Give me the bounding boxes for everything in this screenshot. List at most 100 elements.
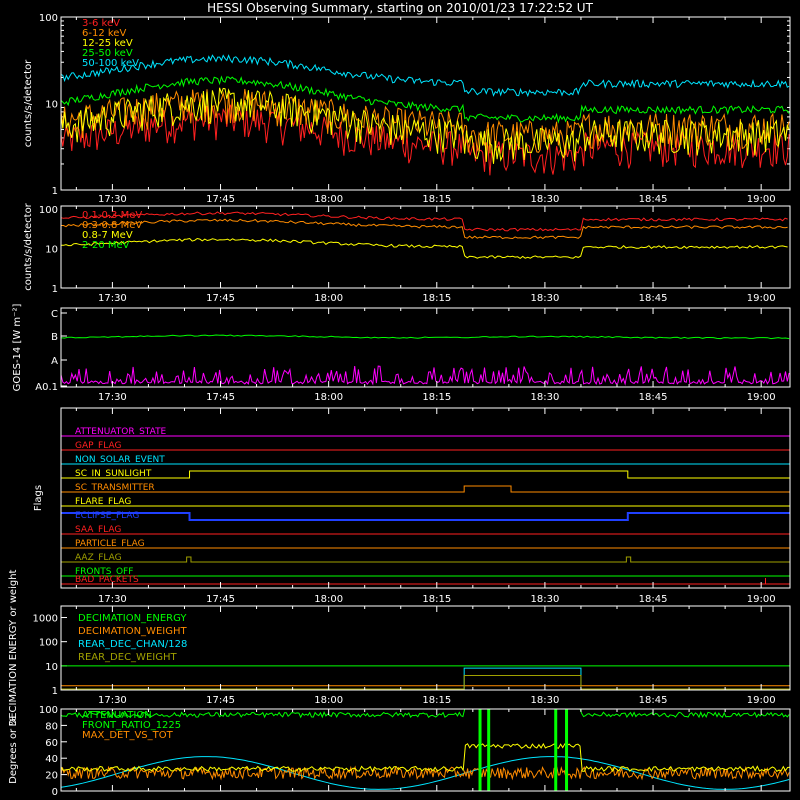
panel-frame xyxy=(60,407,791,589)
series-line-3-6-keV xyxy=(60,104,790,176)
legend-entry: MAX_DET_VS_TOT xyxy=(82,730,174,741)
time-tick-label: 17:30 xyxy=(98,293,127,304)
time-tick-label: 18:45 xyxy=(639,594,668,605)
flag-label: AAZ_FLAG xyxy=(75,553,122,563)
legend-entry: 12-25 keV xyxy=(82,38,133,49)
time-tick-label: 18:15 xyxy=(422,695,451,706)
legend-entry: DECIMATION_ENERGY xyxy=(78,613,187,624)
panel-frame xyxy=(60,605,791,691)
flag-line xyxy=(61,512,790,521)
time-tick-label: 18:45 xyxy=(639,695,668,706)
y-tick-label: 10 xyxy=(45,245,58,256)
time-tick-label: 18:15 xyxy=(422,293,451,304)
time-tick-label: 18:30 xyxy=(530,695,559,706)
panel-misc: 0 20 40 60 80 100 Degrees or % ATTENUATIONFRONT… xyxy=(8,705,791,798)
series-line-12-25-keV xyxy=(60,87,790,164)
chart-title: HESSI Observing Summary, starting on 201… xyxy=(207,1,593,15)
series-line-0.8-7-MeV xyxy=(61,237,788,260)
y-tick-label: 20 xyxy=(45,771,58,782)
y-axis-label: GOES-14 [W m⁻²] xyxy=(12,304,23,392)
y-tick-label: C xyxy=(51,309,58,320)
time-tick-label: 17:45 xyxy=(206,594,235,605)
time-tick-label: 18:00 xyxy=(314,594,343,605)
series-line-25-50-keV xyxy=(60,75,790,124)
y-tick-label: 1 xyxy=(52,284,58,295)
panel-decimation: 1 10 100 1000 17:30 17:45 18:00 18:15 18:30 18:45… xyxy=(8,569,791,726)
flag-label: FRONTS_OFF xyxy=(75,567,133,577)
flag-label: SC_TRANSMITTER xyxy=(75,483,155,493)
time-tick-label: 17:45 xyxy=(206,293,235,304)
legend-entry: FRONT_RATIO_1225 xyxy=(82,720,181,731)
legend-entry: REAR_DEC_WEIGHT xyxy=(78,652,177,663)
legend-entry: REAR_DEC_CHAN/128 xyxy=(78,639,187,650)
panel-flags: ATTENUATOR_STATE GAP_FLAG NON_SOLAR_EVENT S… xyxy=(33,407,791,605)
time-tick-label: 18:30 xyxy=(530,594,559,605)
y-tick-label: 100 xyxy=(39,705,58,716)
legend-entry: 0.3-0.8 MeV xyxy=(82,220,142,231)
series-line-goes-long xyxy=(60,334,790,340)
flag-line xyxy=(61,556,790,563)
y-axis-label: Flags xyxy=(33,485,44,511)
series-line-ATTENUATION xyxy=(60,708,790,719)
flag-label: SAA_FLAG xyxy=(75,525,121,535)
legend-entry: 50-100 keV xyxy=(82,58,139,69)
flag-label: NON_SOLAR_EVENT xyxy=(75,455,165,465)
y-tick-label: 80 xyxy=(45,721,58,732)
legend-entry: DECIMATION_WEIGHT xyxy=(78,626,187,637)
time-tick-label: 17:30 xyxy=(98,392,127,403)
legend-entry: 25-50 keV xyxy=(82,48,133,59)
time-tick-label: 17:45 xyxy=(206,194,235,205)
legend-entry: 0.8-7 MeV xyxy=(82,230,133,241)
y-tick-label: 1 xyxy=(52,186,58,197)
flag-line xyxy=(61,485,790,493)
legend-entry: 2-20 MeV xyxy=(82,240,130,251)
y-axis-label: DECIMATION ENERGY or weight xyxy=(8,569,19,726)
series-line-0.3-0.8-MeV xyxy=(61,218,788,240)
legend-entry: 3-6 keV xyxy=(82,18,120,29)
time-tick-label: 19:00 xyxy=(747,293,776,304)
y-tick-label: 0 xyxy=(52,787,58,798)
flag-line xyxy=(61,578,790,585)
time-tick-label: 18:45 xyxy=(639,392,668,403)
time-tick-label: 19:00 xyxy=(747,695,776,706)
legend-entry: 6-12 keV xyxy=(82,28,126,39)
time-tick-label: 18:15 xyxy=(422,194,451,205)
flag-label: BAD_PACKETS xyxy=(75,575,139,585)
panel-frame xyxy=(60,16,791,191)
time-tick-label: 19:00 xyxy=(747,594,776,605)
time-tick-label: 18:00 xyxy=(314,293,343,304)
panel-lightcurve-high: 1 10 100 17:30 17:45 18:00 18:15 18:30 18:45 19:0… xyxy=(23,202,791,304)
panel-goes: A0.1 A B C 17:30 17:45 18:00 18:15 18:30 18:45 19:… xyxy=(12,304,791,403)
time-tick-label: 18:30 xyxy=(530,194,559,205)
panel-lightcurve-low: 1 10 100 17:30 17:45 18:00 18:15 18:30 18:45 19:0… xyxy=(23,13,791,205)
time-tick-label: 18:15 xyxy=(422,594,451,605)
panel-frame xyxy=(60,307,791,388)
series-line-rear-dec-weight xyxy=(61,674,790,690)
time-tick-label: 18:30 xyxy=(530,293,559,304)
y-tick-label: B xyxy=(51,332,58,343)
series-line-MAX_DET_VS_TOT xyxy=(60,765,790,781)
y-tick-label: 60 xyxy=(45,738,58,749)
time-tick-label: 19:00 xyxy=(747,392,776,403)
y-tick-label: A0.1 xyxy=(35,382,58,393)
series-line-angle xyxy=(60,756,790,790)
y-tick-label: A xyxy=(51,356,58,367)
y-tick-label: 1000 xyxy=(33,614,58,625)
series-line-50-100-keV xyxy=(60,54,790,98)
time-tick-label: 19:00 xyxy=(747,194,776,205)
flag-label: ECLIPSE_FLAG xyxy=(75,511,139,521)
flag-label: PARTICLE_FLAG xyxy=(75,539,145,549)
y-tick-label: 1 xyxy=(52,686,58,697)
time-tick-label: 17:30 xyxy=(98,194,127,205)
y-axis-label: Degrees or % xyxy=(8,716,19,784)
time-tick-label: 18:30 xyxy=(530,392,559,403)
series-line-0.1-0.3-MeV xyxy=(60,211,788,232)
time-tick-label: 17:45 xyxy=(206,392,235,403)
y-axis-label: counts/s/detector xyxy=(23,59,34,147)
time-tick-label: 18:00 xyxy=(314,392,343,403)
legend-entry: ATTENUATION xyxy=(82,710,152,721)
series-line-FRONT_RATIO_1225 xyxy=(60,742,790,773)
flag-label: FLARE_FLAG xyxy=(75,497,131,507)
time-tick-label: 17:30 xyxy=(98,695,127,706)
y-axis-label: counts/s/detector xyxy=(23,202,34,290)
